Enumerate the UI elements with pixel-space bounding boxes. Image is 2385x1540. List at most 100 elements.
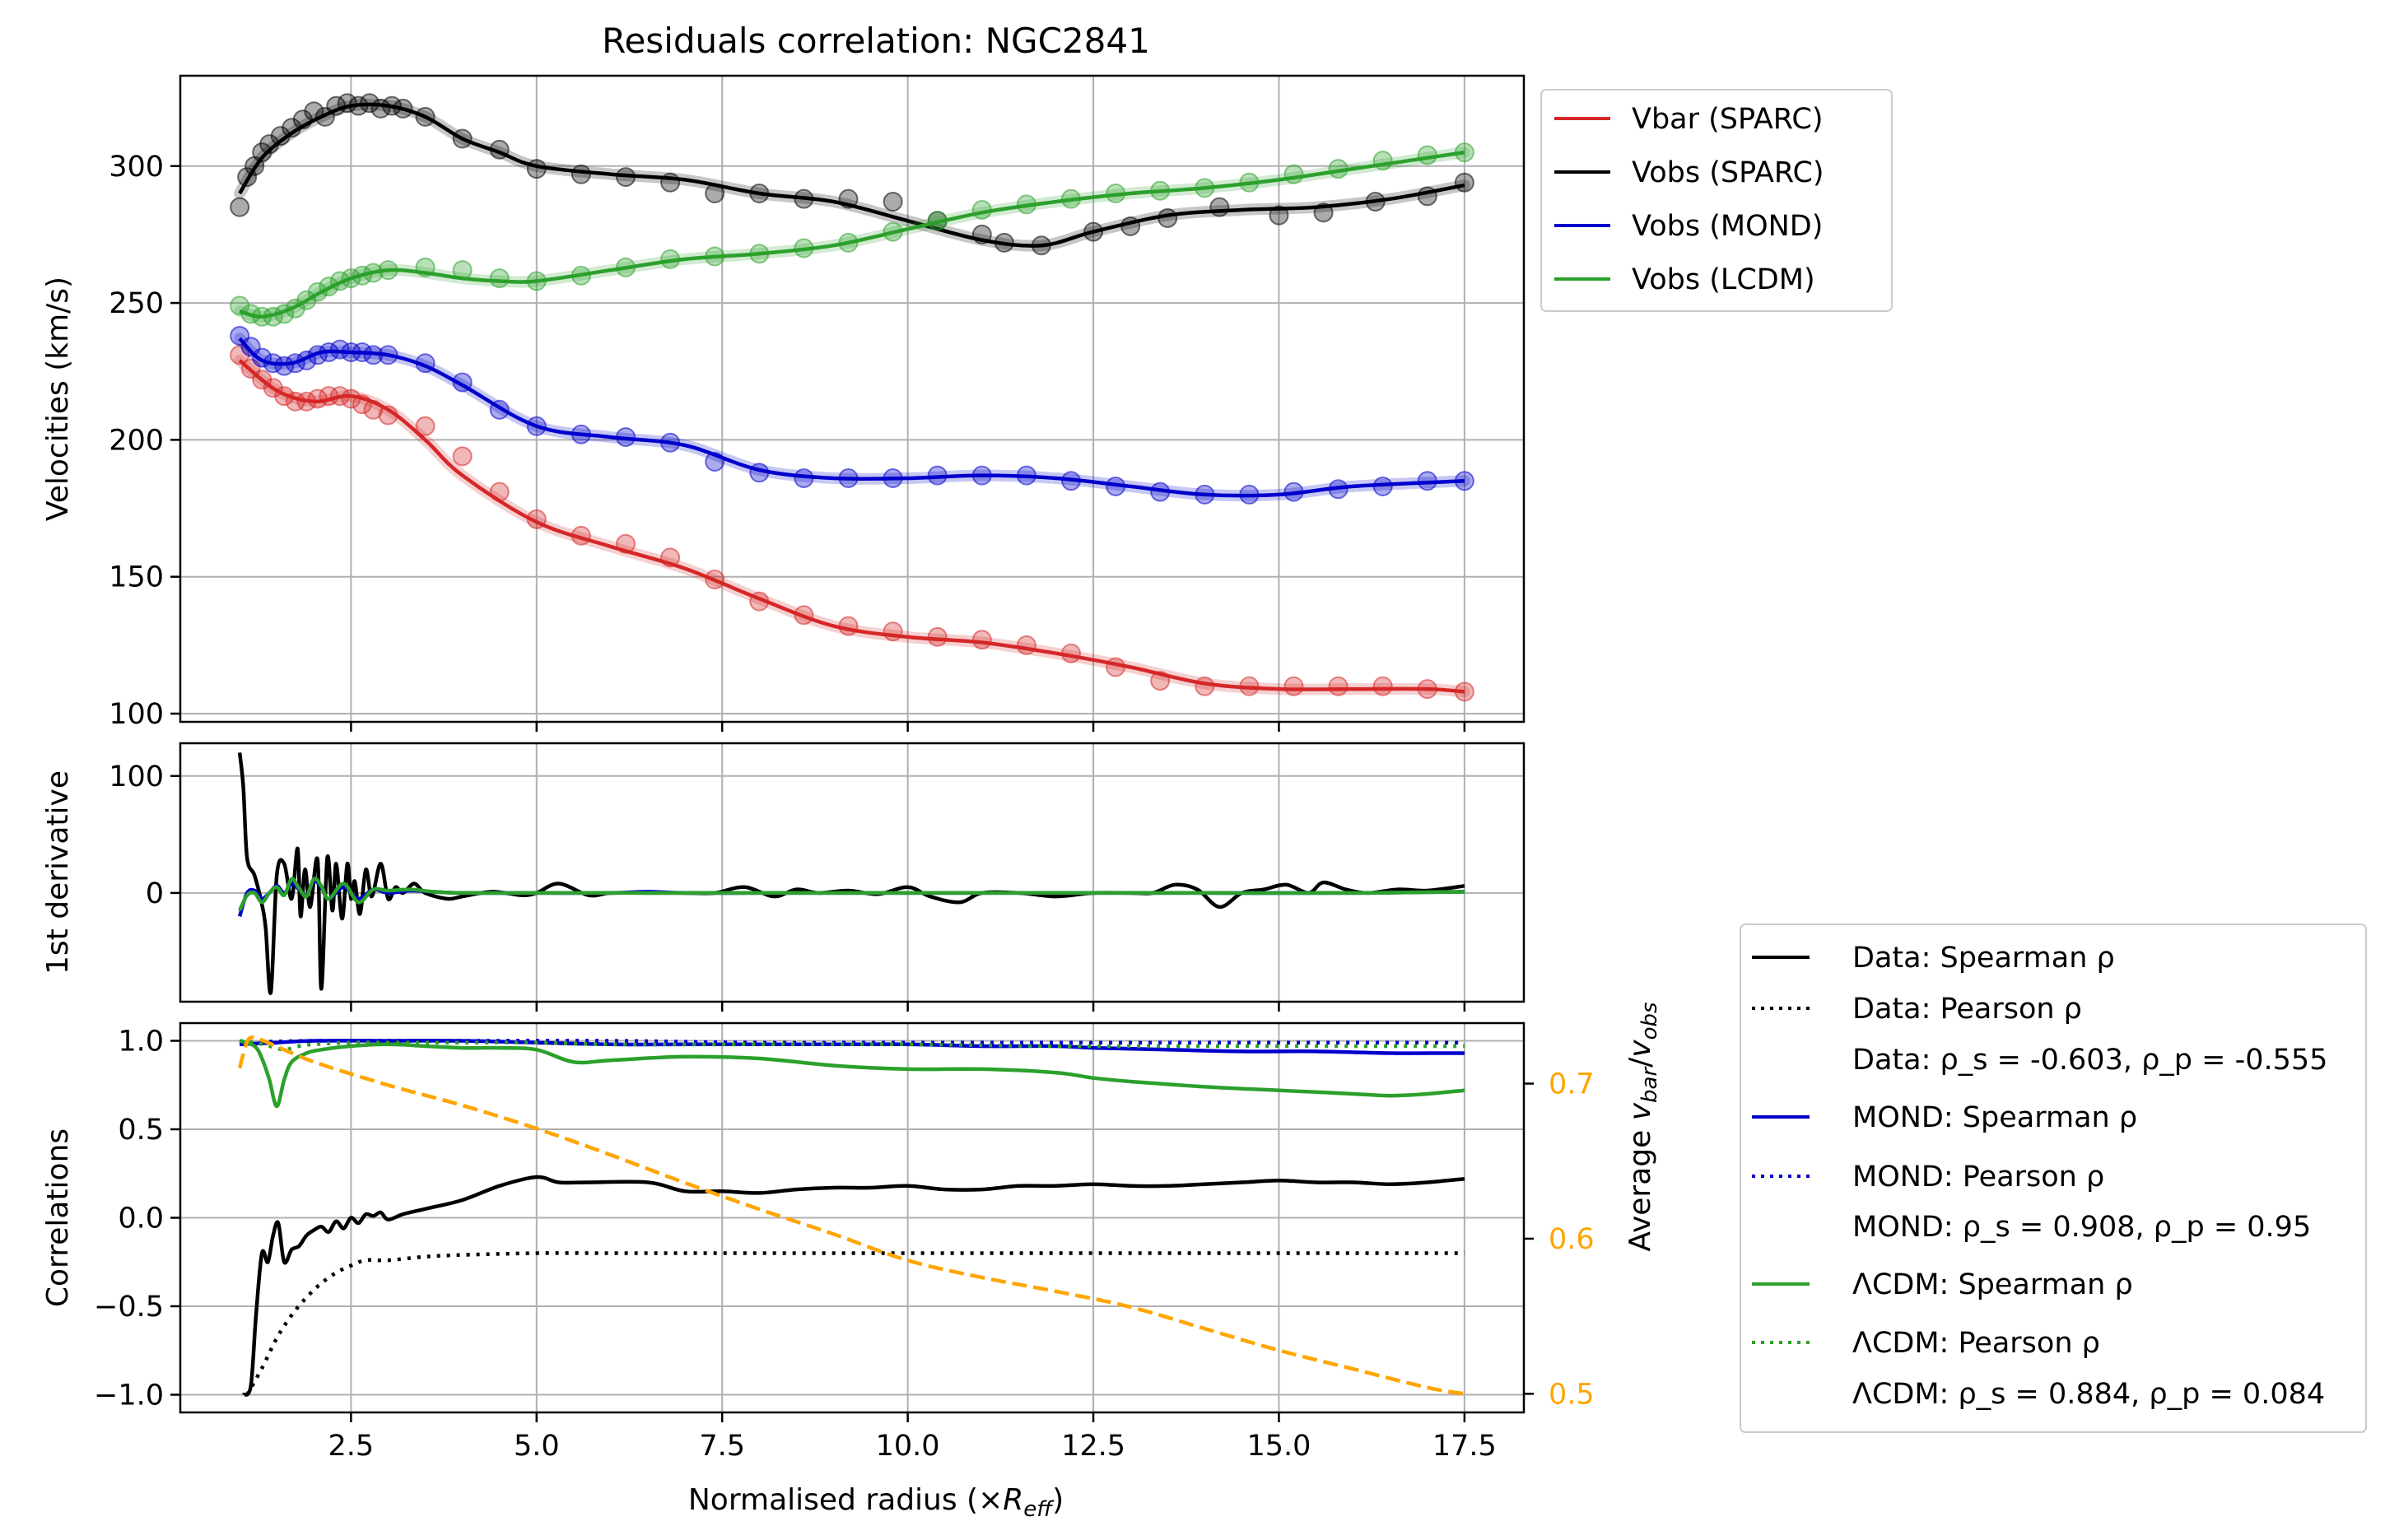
- y-tick-label: 100: [109, 761, 164, 793]
- data-point: [1195, 178, 1215, 198]
- axes-frame: [179, 742, 1526, 1003]
- data-point: [1106, 476, 1126, 496]
- data-point: [883, 468, 903, 488]
- x-tick-label: 15.0: [1246, 1430, 1311, 1463]
- data-point: [1454, 682, 1474, 702]
- data-point: [994, 232, 1014, 253]
- data-point: [1328, 479, 1349, 500]
- data-point: [1313, 202, 1334, 223]
- y-tick-label: 0.5: [118, 1114, 164, 1147]
- data-point: [838, 188, 859, 209]
- legend-label-lcdm-pearson: ΛCDM: Pearson ρ: [1852, 1327, 2100, 1360]
- legend-label-mond-pearson: MOND: Pearson ρ: [1852, 1161, 2104, 1193]
- legend-box: [1540, 89, 1893, 312]
- data-point: [252, 306, 273, 327]
- data-point: [1328, 159, 1349, 179]
- data-point: [1016, 194, 1036, 215]
- data-point: [571, 525, 591, 546]
- y2-axis-label: Average vbar/vobs: [1623, 1002, 1662, 1251]
- data-point: [526, 271, 547, 291]
- data-point: [1120, 216, 1141, 236]
- legend-box: [1740, 924, 2367, 1433]
- data-point: [452, 372, 473, 393]
- data-point: [749, 244, 770, 264]
- data-point: [1158, 207, 1178, 228]
- data-point: [571, 265, 591, 286]
- data-spearman-line: [241, 1175, 1465, 1397]
- data-point: [359, 93, 380, 114]
- data-point: [705, 452, 725, 472]
- data-point: [1016, 635, 1036, 655]
- y-tick-label: 0: [146, 877, 164, 910]
- data-point: [660, 432, 681, 453]
- data-point: [230, 197, 250, 217]
- data-point: [615, 257, 636, 277]
- data-point: [304, 101, 324, 122]
- data-point: [1209, 197, 1230, 217]
- vbar-sparc-points: [230, 345, 1474, 702]
- legend-annotation-mond: MOND: ρ_s = 0.908, ρ_p = 0.95: [1852, 1211, 2311, 1244]
- data-point: [1454, 142, 1474, 163]
- data-point: [749, 591, 770, 612]
- gridlines: [180, 76, 1524, 722]
- data-point: [489, 139, 510, 160]
- data-point: [1365, 192, 1386, 212]
- ticks: 100 150 200 250 300: [109, 151, 1466, 732]
- legend-correlations: Data: Spearman ρ Data: Pearson ρ Data: ρ…: [1740, 924, 2367, 1433]
- data-point: [1269, 205, 1289, 226]
- data-point: [393, 98, 413, 119]
- data-point: [1283, 164, 1304, 184]
- vobs-lcdm-points: [230, 142, 1474, 327]
- y-tick-label: 200: [109, 424, 164, 457]
- legend-label-vobs-lcdm: Vobs (LCDM): [1632, 263, 1815, 296]
- y-axis-label: Correlations: [41, 1128, 75, 1307]
- data-point: [705, 246, 725, 267]
- y-tick-label: 150: [109, 561, 164, 594]
- data-point: [378, 260, 398, 281]
- data-point: [1283, 482, 1304, 502]
- data-point: [1060, 188, 1081, 209]
- data-point: [274, 386, 295, 407]
- chart-title: Residuals correlation: NGC2841: [602, 21, 1150, 61]
- panel-velocities: 100 150 200 250 300 Velocities (km/s): [41, 74, 1526, 732]
- y2-tick-label: 0.6: [1549, 1223, 1595, 1256]
- data-point: [363, 399, 384, 420]
- data-point: [489, 482, 510, 502]
- data-point: [571, 164, 591, 184]
- legend-label-lcdm-spearman: ΛCDM: Spearman ρ: [1852, 1268, 2133, 1301]
- x-tick-label: 17.5: [1432, 1430, 1497, 1463]
- data-point: [415, 416, 436, 436]
- data-point: [615, 427, 636, 448]
- y-tick-label: 0.0: [118, 1203, 164, 1235]
- data-point: [749, 184, 770, 204]
- data-point: [341, 388, 361, 409]
- x-axis-label: Normalised radius (×Reff): [688, 1483, 1064, 1522]
- data-point: [883, 221, 903, 242]
- data-point: [237, 167, 258, 188]
- data-point: [1060, 471, 1081, 491]
- data-point: [1031, 235, 1051, 256]
- data-point: [1150, 482, 1171, 502]
- data-point: [1417, 471, 1437, 491]
- data-point: [296, 350, 317, 370]
- data-point: [749, 463, 770, 483]
- data-point: [415, 353, 436, 374]
- data-point: [252, 347, 273, 368]
- vobs-sparc-line: [238, 102, 1465, 248]
- vobs-lcdm-line: [239, 150, 1465, 319]
- data-point: [285, 391, 305, 412]
- data-point: [1150, 671, 1171, 691]
- data-point: [452, 446, 473, 467]
- legend-velocities: Vbar (SPARC) Vobs (SPARC) Vobs (MOND) Vo…: [1540, 89, 1893, 312]
- x-tick-label: 5.0: [514, 1430, 560, 1463]
- data-pearson-line: [245, 1251, 1465, 1396]
- data-point: [1195, 484, 1215, 505]
- legend-annotation-data: Data: ρ_s = -0.603, ρ_p = -0.555: [1852, 1044, 2327, 1077]
- data-point: [838, 616, 859, 636]
- x-tick-label: 12.5: [1061, 1430, 1125, 1463]
- x-tick-label: 10.0: [876, 1430, 940, 1463]
- legend-label-mond-spearman: MOND: Spearman ρ: [1852, 1101, 2137, 1134]
- data-point: [378, 345, 398, 365]
- data-point: [1372, 676, 1393, 696]
- ticks: 100 0: [109, 761, 1466, 1012]
